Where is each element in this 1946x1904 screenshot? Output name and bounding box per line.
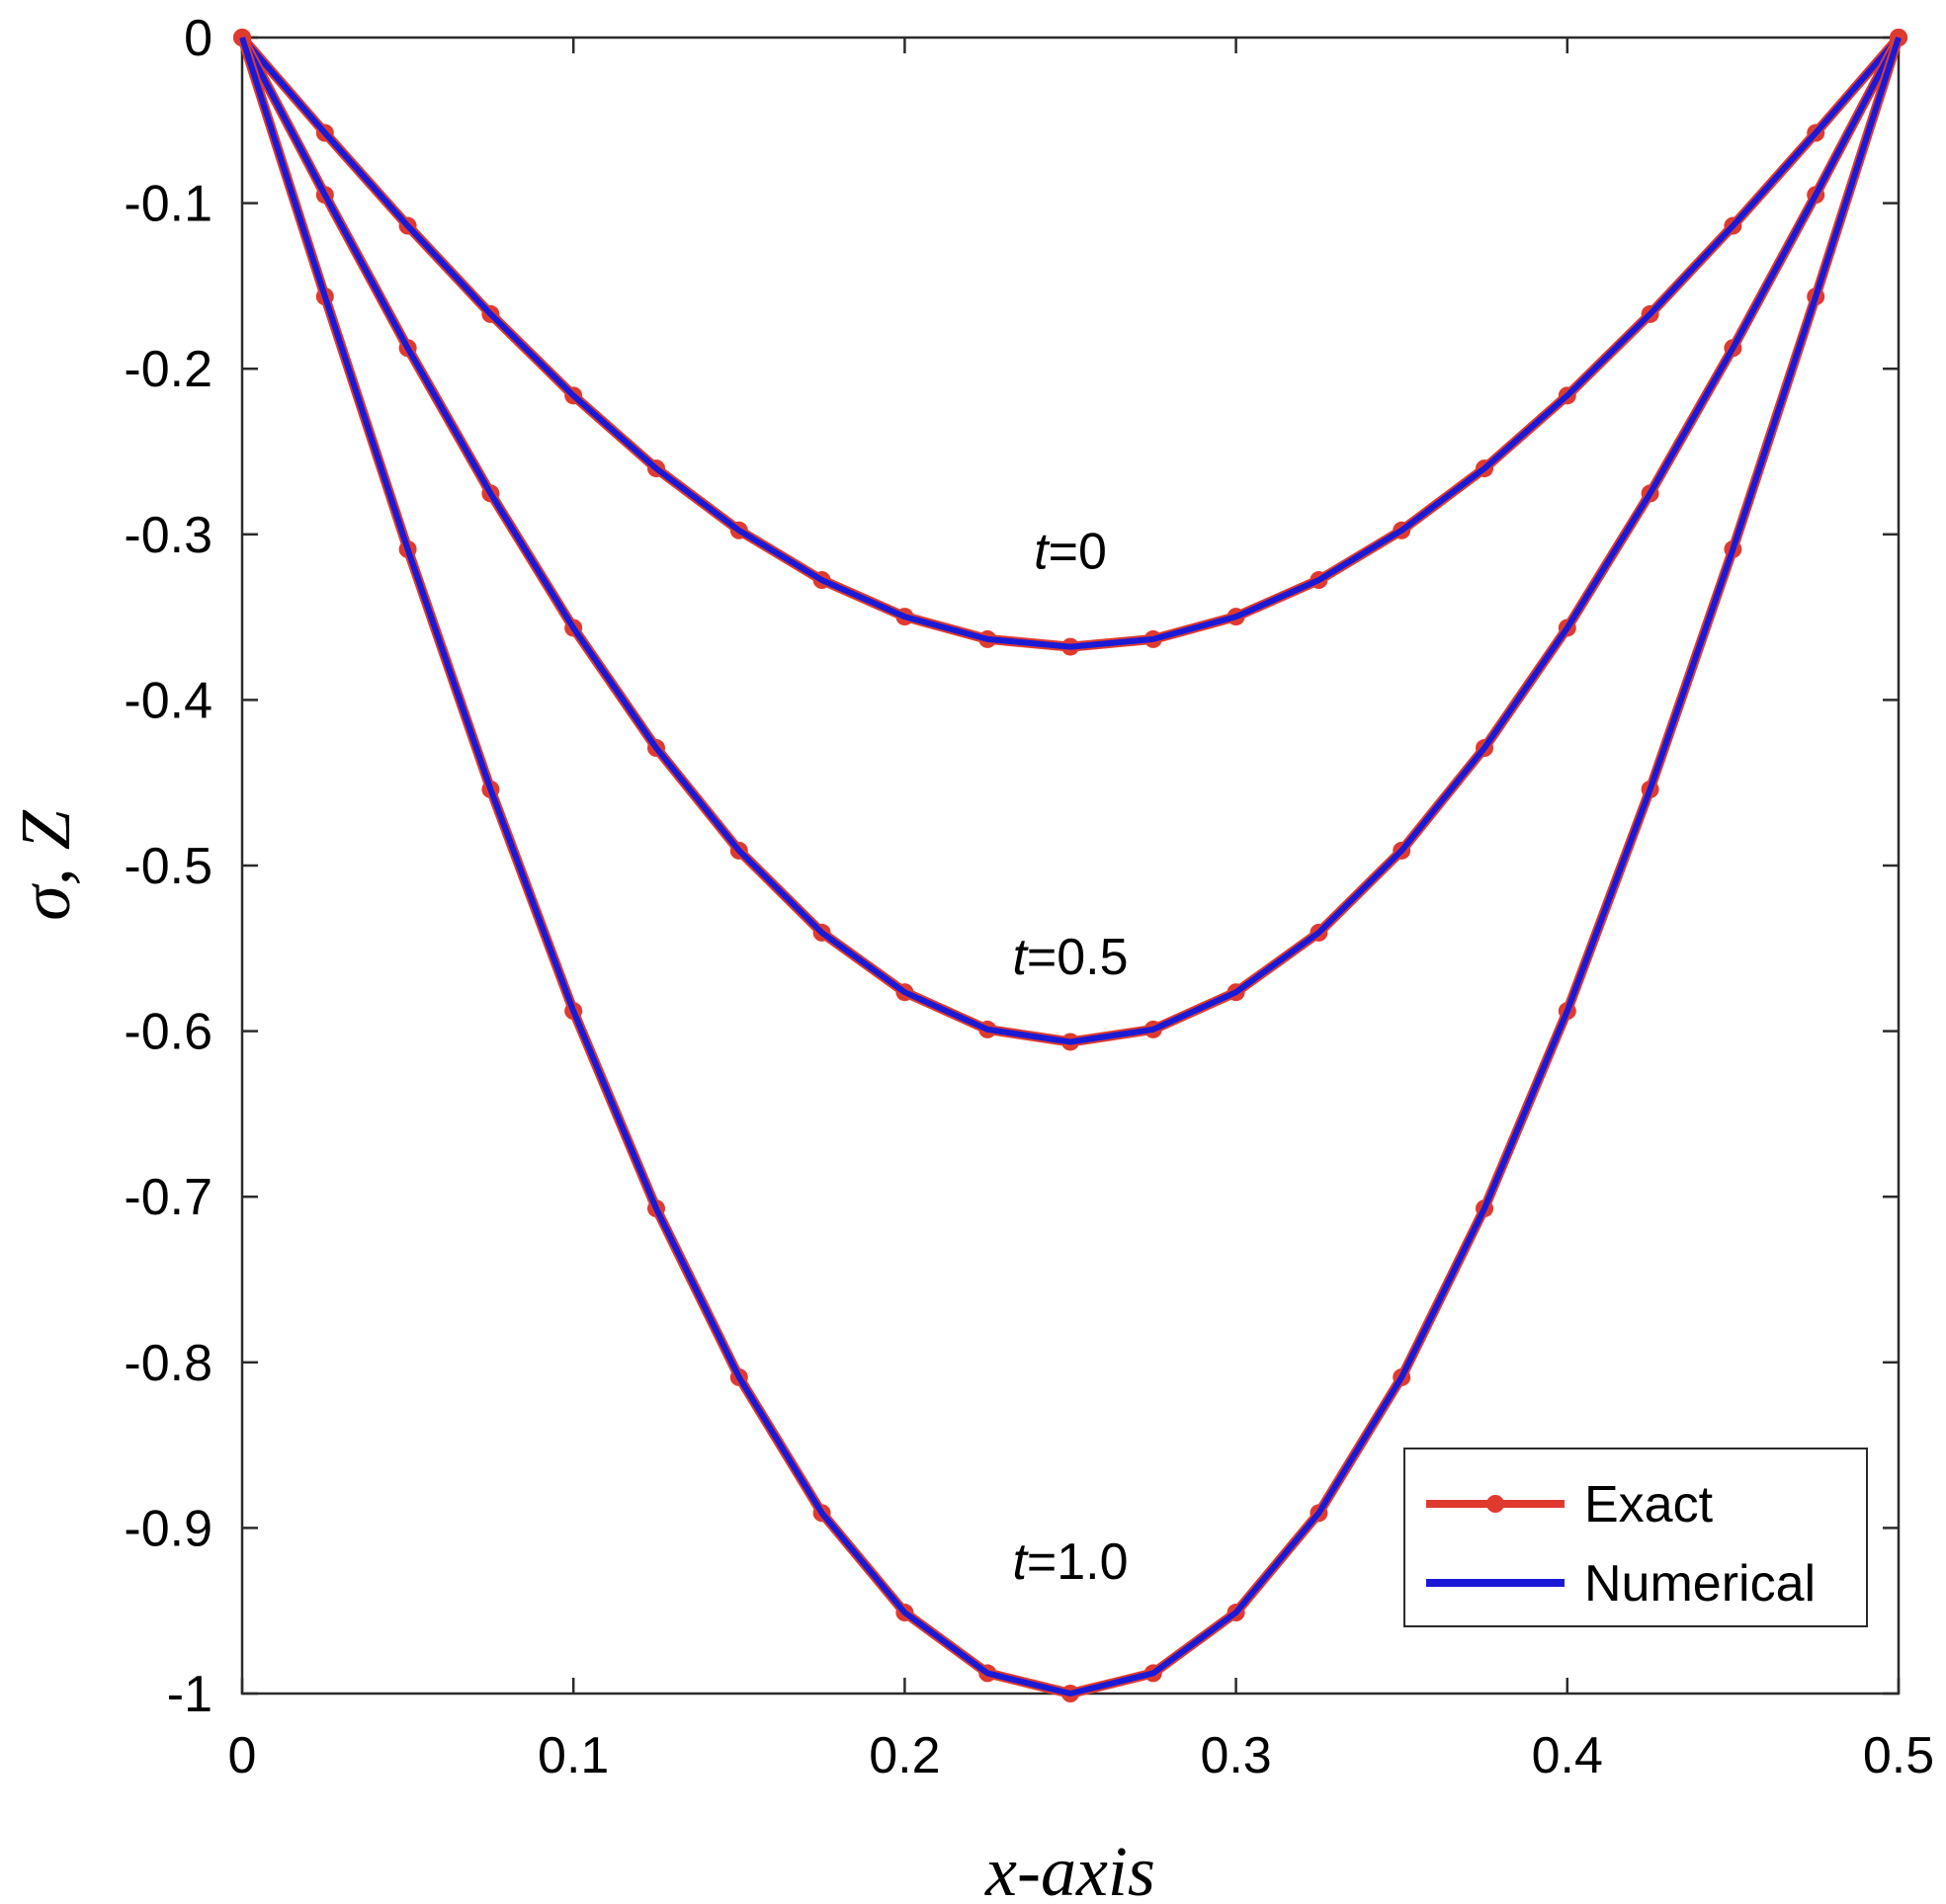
data-series — [233, 29, 1907, 1702]
y-tick-label: -0.8 — [124, 1335, 212, 1392]
y-tick-label: -0.5 — [124, 838, 212, 895]
legend-exact-label: Exact — [1584, 1476, 1714, 1533]
exact-series-line-2 — [237, 36, 1904, 1698]
numerical-series-line-1 — [239, 36, 1902, 1045]
y-tick-label: 0 — [184, 10, 212, 67]
y-tick-label: -0.4 — [124, 672, 212, 729]
x-tick-label: 0.5 — [1863, 1727, 1934, 1784]
curve-annotation-1: t=0.5 — [1012, 929, 1128, 986]
legend: Exact Numerical — [1403, 1448, 1868, 1627]
numerical-series-line-0 — [239, 36, 1902, 650]
y-tick-label: -1 — [167, 1666, 212, 1723]
x-tick-label: 0 — [228, 1727, 257, 1784]
y-tick-label: -0.6 — [124, 1004, 212, 1061]
curve-annotation-2: t=1.0 — [1012, 1533, 1128, 1591]
y-axis-title: σ, Z — [6, 809, 85, 921]
annotation-variable: t — [1012, 929, 1029, 986]
annotation-variable: t — [1034, 524, 1051, 581]
x-tick-label: 0.4 — [1532, 1727, 1603, 1784]
axis-ticks: 0 0.1 0.2 0.3 0.4 0.5 0 -0.1 -0.2 -0.3 -0.4 -0.5 -0.… — [124, 10, 1934, 1784]
legend-exact-marker — [1486, 1495, 1504, 1513]
y-tick-label: -0.2 — [124, 341, 212, 398]
numerical-series-line-2 — [239, 37, 1902, 1697]
annotation-value: =1.0 — [1027, 1533, 1129, 1591]
legend-box — [1403, 1448, 1868, 1627]
curve-annotations: t=0t=0.5t=1.0 — [1012, 524, 1128, 1591]
annotation-variable: t — [1012, 1533, 1029, 1591]
y-tick-label: -0.3 — [124, 507, 212, 564]
plot-area — [240, 36, 1901, 1696]
annotation-value: =0 — [1049, 524, 1107, 581]
x-tick-label: 0.1 — [538, 1727, 609, 1784]
x-tick-label: 0.3 — [1200, 1727, 1271, 1784]
x-tick-label: 0.2 — [869, 1727, 940, 1784]
annotation-value: =0.5 — [1027, 929, 1129, 986]
y-tick-label: -0.1 — [124, 176, 212, 233]
y-tick-label: -0.7 — [124, 1169, 212, 1226]
x-axis-title: x-axis — [984, 1832, 1155, 1904]
y-tick-label: -0.9 — [124, 1500, 212, 1557]
curve-annotation-0: t=0 — [1034, 524, 1107, 581]
legend-numerical-label: Numerical — [1584, 1555, 1816, 1613]
